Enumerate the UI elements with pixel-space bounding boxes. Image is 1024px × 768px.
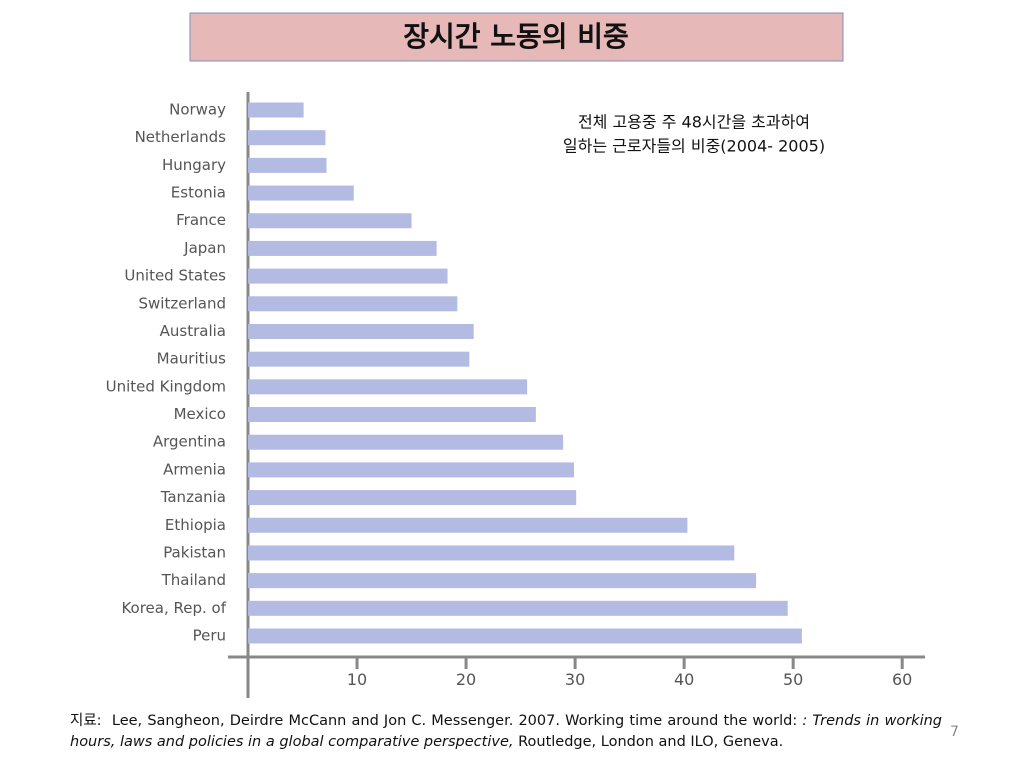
y-tick-label: Australia <box>160 322 226 340</box>
y-tick-label: Argentina <box>153 433 226 451</box>
bar <box>248 490 577 506</box>
bar <box>248 517 688 533</box>
source-text: Lee, Sangheon, Deirdre McCann and Jon C.… <box>111 713 798 729</box>
chart-title: 장시간 노동의 비중 <box>403 20 629 53</box>
source-rest: Routledge, London and ILO, Geneva. <box>518 734 784 750</box>
bar <box>248 296 458 312</box>
bar <box>248 600 788 616</box>
bar <box>248 379 528 395</box>
bar <box>248 462 575 478</box>
bar <box>248 102 304 118</box>
bar <box>248 240 437 256</box>
y-tick-label: Peru <box>193 627 226 645</box>
y-tick-label: Hungary <box>162 156 226 174</box>
bar <box>248 573 757 589</box>
bar <box>248 407 536 423</box>
bar <box>248 545 735 561</box>
y-tick-label: United States <box>124 267 226 285</box>
y-tick-label: Japan <box>183 239 226 257</box>
x-tick-label: 40 <box>674 670 694 689</box>
bar <box>248 628 802 644</box>
bar <box>248 185 354 201</box>
x-tick-label: 30 <box>565 670 585 689</box>
chart: 장시간 노동의 비중 전체 고용중 주 48시간을 초과하여 일하는 근로자들의… <box>106 12 925 698</box>
bar <box>248 351 470 367</box>
y-tick-label: Mauritius <box>157 350 227 368</box>
source-label: 지료: <box>70 713 102 729</box>
y-tick-label: Netherlands <box>135 128 227 146</box>
bar <box>248 434 564 450</box>
y-tick-label: Pakistan <box>163 543 226 561</box>
y-tick-label: Armenia <box>163 460 226 478</box>
title-box <box>189 12 844 62</box>
subtitle: 전체 고용중 주 48시간을 초과하여 <box>578 113 810 132</box>
x-tick-label: 10 <box>347 670 367 689</box>
y-tick-label: United Kingdom <box>106 377 226 395</box>
y-tick-label: Estonia <box>171 184 226 202</box>
subtitle: 일하는 근로자들의 비중(2004- 2005) <box>563 137 825 156</box>
bar <box>248 268 448 284</box>
y-tick-label: France <box>176 211 226 229</box>
bar <box>248 157 327 173</box>
source-italic: : Trends in working hours, laws and poli… <box>70 713 943 750</box>
page-number: 7 <box>950 724 959 740</box>
x-tick-label: 20 <box>456 670 476 689</box>
y-tick-label: Switzerland <box>139 294 227 312</box>
y-tick-label: Korea, Rep. of <box>121 599 226 617</box>
bar <box>248 323 474 339</box>
x-tick-label: 60 <box>892 670 912 689</box>
bar <box>248 213 412 229</box>
y-tick-label: Thailand <box>161 571 226 589</box>
y-tick-label: Norway <box>169 101 226 119</box>
y-tick-label: Ethiopia <box>165 516 226 534</box>
bar <box>248 130 326 146</box>
y-tick-label: Mexico <box>174 405 226 423</box>
x-tick-label: 50 <box>783 670 803 689</box>
y-tick-label: Tanzania <box>160 488 226 506</box>
source: 지료: Lee, Sangheon, Deirdre McCann and Jo… <box>70 711 942 753</box>
